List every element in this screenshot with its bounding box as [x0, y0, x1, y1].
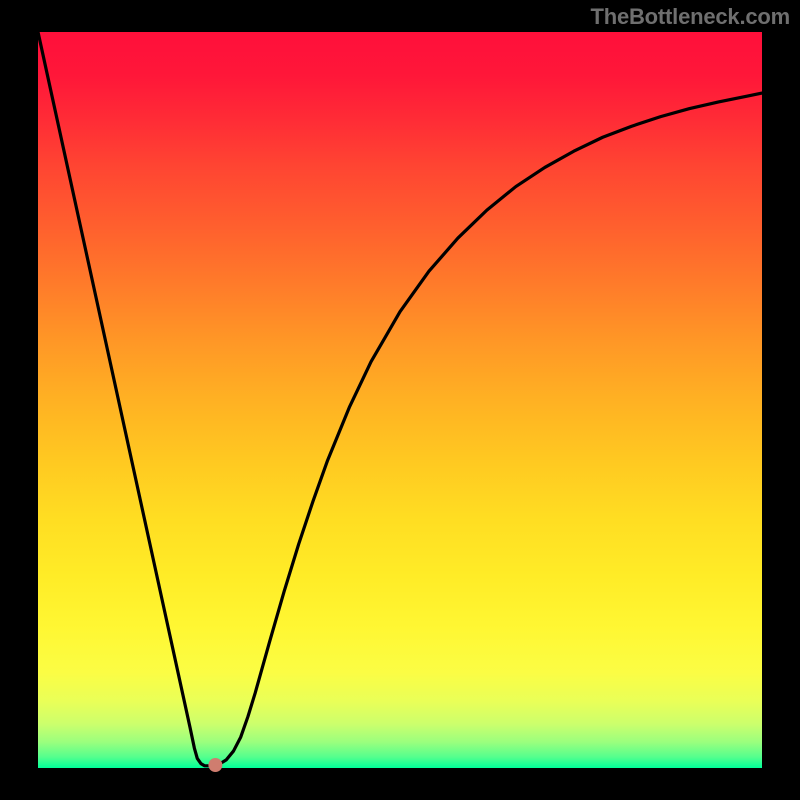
bottleneck-chart	[0, 0, 800, 800]
optimum-marker	[208, 758, 222, 772]
watermark-label: TheBottleneck.com	[590, 4, 790, 30]
gradient-background	[38, 32, 762, 768]
chart-frame: TheBottleneck.com	[0, 0, 800, 800]
